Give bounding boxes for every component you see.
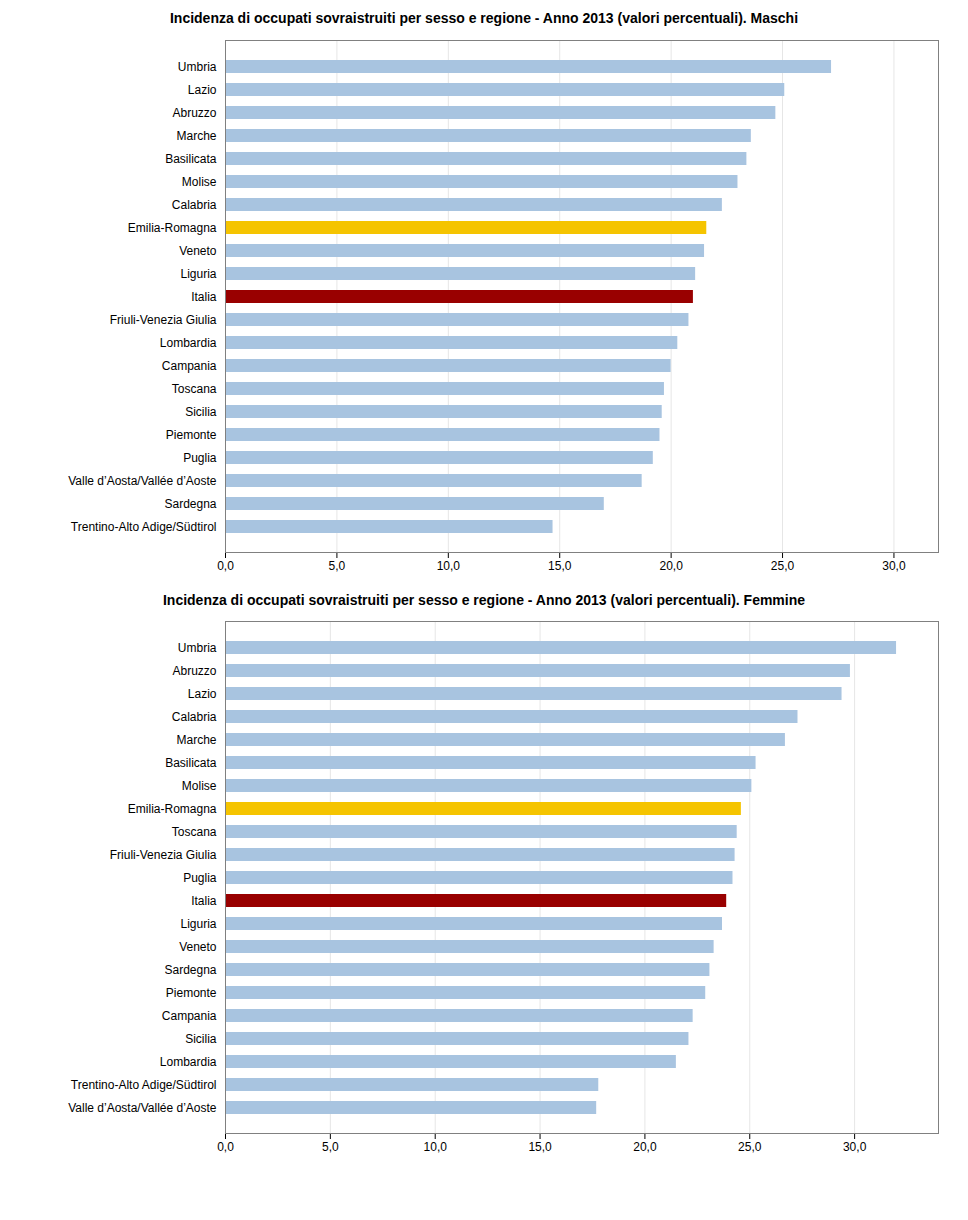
svg-text:Liguria: Liguria: [180, 917, 216, 931]
svg-text:20,0: 20,0: [633, 1140, 657, 1154]
svg-text:10,0: 10,0: [424, 1140, 448, 1154]
svg-text:0,0: 0,0: [217, 1140, 234, 1154]
svg-text:Marche: Marche: [176, 733, 216, 747]
svg-text:Sicilia: Sicilia: [185, 1032, 217, 1046]
svg-text:Lombardia: Lombardia: [160, 1055, 217, 1069]
svg-text:Lazio: Lazio: [188, 687, 217, 701]
svg-text:Puglia: Puglia: [183, 450, 217, 464]
svg-text:25,0: 25,0: [771, 559, 795, 573]
svg-text:10,0: 10,0: [437, 559, 461, 573]
svg-text:Basilicata: Basilicata: [165, 151, 217, 165]
svg-text:25,0: 25,0: [738, 1140, 762, 1154]
svg-text:Piemonte: Piemonte: [166, 427, 217, 441]
svg-text:Veneto: Veneto: [179, 940, 217, 954]
svg-text:Italia: Italia: [191, 289, 217, 303]
svg-text:Basilicata: Basilicata: [165, 756, 217, 770]
svg-text:Liguria: Liguria: [180, 266, 216, 280]
svg-text:Italia: Italia: [191, 894, 217, 908]
svg-text:30,0: 30,0: [843, 1140, 867, 1154]
svg-text:Abruzzo: Abruzzo: [172, 664, 216, 678]
html-text:Incidenza di occupati sovraist: Incidenza di occupati sovraistruiti per …: [162, 591, 805, 608]
svg-text:Marche: Marche: [176, 128, 216, 142]
svg-text:Valle d’Aosta/Vallée d’Aoste: Valle d’Aosta/Vallée d’Aoste: [68, 1101, 217, 1115]
svg-text:Calabria: Calabria: [172, 197, 217, 211]
svg-text:Friuli-Venezia Giulia: Friuli-Venezia Giulia: [110, 312, 217, 326]
svg-text:Trentino-Alto Adige/Südtirol: Trentino-Alto Adige/Südtirol: [71, 1078, 217, 1092]
svg-text:30,0: 30,0: [882, 559, 906, 573]
svg-text:Umbria: Umbria: [178, 641, 217, 655]
svg-text:Calabria: Calabria: [172, 710, 217, 724]
svg-text:Trentino-Alto Adige/Südtirol: Trentino-Alto Adige/Südtirol: [71, 519, 217, 533]
svg-text:Campania: Campania: [162, 358, 217, 372]
svg-text:Lazio: Lazio: [188, 82, 217, 96]
svg-text:Campania: Campania: [162, 1009, 217, 1023]
svg-text:Sicilia: Sicilia: [185, 404, 217, 418]
svg-text:Toscana: Toscana: [172, 381, 217, 395]
svg-text:Toscana: Toscana: [172, 825, 217, 839]
svg-text:Sardegna: Sardegna: [164, 496, 216, 510]
svg-text:Emilia-Romagna: Emilia-Romagna: [128, 220, 217, 234]
svg-text:Molise: Molise: [182, 174, 217, 188]
svg-text:20,0: 20,0: [659, 559, 683, 573]
svg-text:5,0: 5,0: [329, 559, 346, 573]
svg-text:Friuli-Venezia Giulia: Friuli-Venezia Giulia: [110, 848, 217, 862]
html-text:Incidenza di occupati sovraist: Incidenza di occupati sovraistruiti per …: [169, 10, 798, 26]
svg-text:Piemonte: Piemonte: [166, 986, 217, 1000]
svg-text:15,0: 15,0: [528, 1140, 552, 1154]
svg-text:Sardegna: Sardegna: [164, 963, 216, 977]
svg-text:0,0: 0,0: [217, 559, 234, 573]
svg-text:Valle d’Aosta/Vallée d’Aoste: Valle d’Aosta/Vallée d’Aoste: [68, 473, 217, 487]
svg-text:Veneto: Veneto: [179, 243, 217, 257]
svg-text:Puglia: Puglia: [183, 871, 217, 885]
svg-text:Abruzzo: Abruzzo: [172, 105, 216, 119]
svg-text:15,0: 15,0: [548, 559, 572, 573]
svg-text:Lombardia: Lombardia: [160, 335, 217, 349]
svg-text:Umbria: Umbria: [178, 59, 217, 73]
svg-text:Emilia-Romagna: Emilia-Romagna: [128, 802, 217, 816]
svg-text:5,0: 5,0: [322, 1140, 339, 1154]
svg-text:Molise: Molise: [182, 779, 217, 793]
